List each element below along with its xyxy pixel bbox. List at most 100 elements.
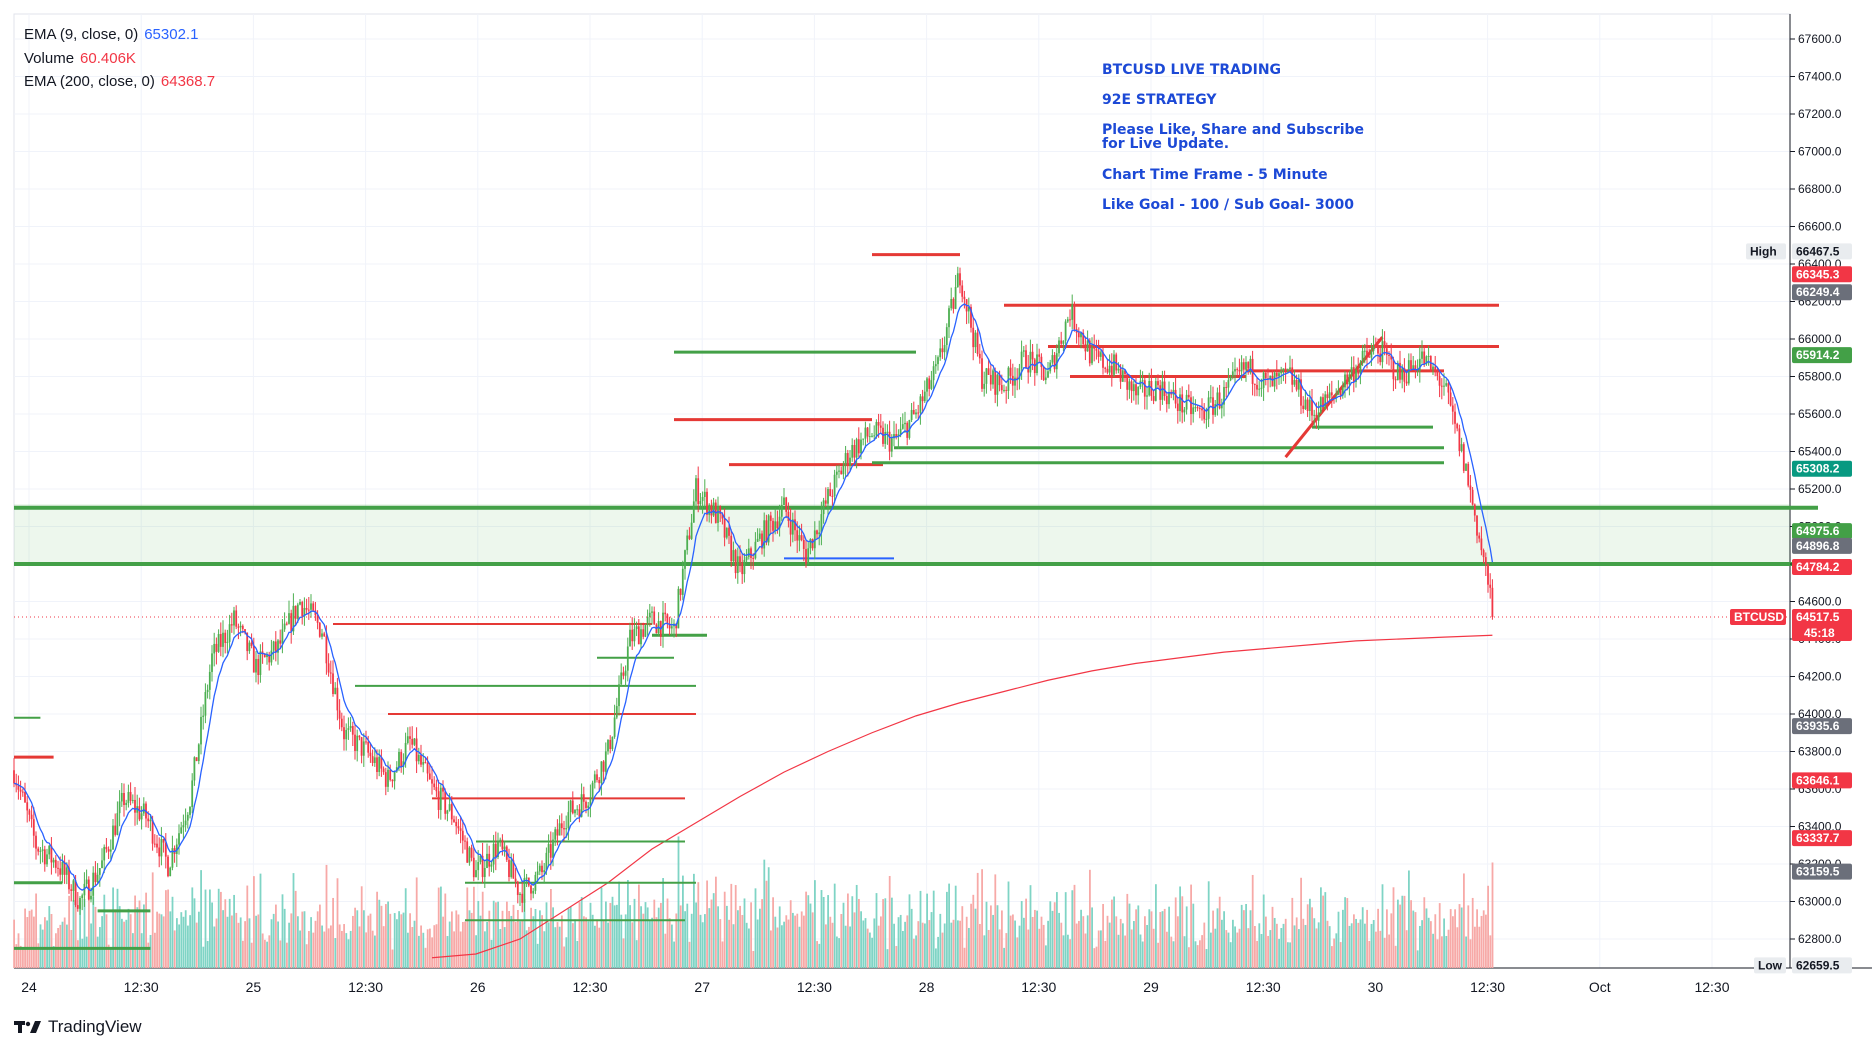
legend-ema200[interactable]: EMA (200, close, 0) 64368.7 — [24, 73, 215, 90]
candle-body — [1445, 383, 1448, 386]
price-tick-label: 66800.0 — [1798, 182, 1842, 196]
candle-body — [752, 557, 755, 559]
candle-body — [327, 663, 330, 673]
candle-body — [294, 605, 297, 619]
volume-bar — [829, 916, 832, 968]
candle-body — [1091, 347, 1093, 364]
volume-bar — [1133, 921, 1135, 968]
candle-body — [646, 616, 649, 626]
volume-bar — [807, 895, 810, 968]
candle-body — [1014, 377, 1016, 386]
candle-body — [897, 434, 900, 437]
candle-body — [1139, 380, 1142, 387]
price-tick-label: 67400.0 — [1798, 70, 1842, 84]
volume-bar — [360, 886, 363, 968]
volume-bar — [1306, 904, 1309, 968]
volume-bar — [143, 904, 145, 968]
volume-bar — [1368, 940, 1371, 968]
candle-body — [1249, 358, 1252, 369]
candle-body — [1315, 414, 1318, 421]
candle-body — [222, 632, 224, 647]
candle-body — [455, 821, 458, 827]
volume-bar — [160, 914, 163, 968]
volume-bar — [1097, 930, 1100, 968]
volume-bar — [1260, 934, 1263, 968]
candle-body — [598, 779, 601, 784]
volume-bar — [1047, 920, 1049, 968]
candle-body — [250, 642, 253, 647]
candle-body — [230, 624, 233, 626]
candle-body — [1480, 538, 1483, 551]
volume-bar — [88, 884, 90, 968]
volume-bar — [1326, 920, 1329, 968]
volume-bar — [726, 905, 728, 968]
candle-body — [1029, 351, 1032, 373]
volume-bar — [543, 931, 546, 968]
volume-bar — [605, 901, 607, 968]
legend-ema200-label: EMA (200, close, 0) — [24, 73, 155, 90]
volume-bar — [1350, 923, 1353, 968]
candle-body — [202, 715, 205, 717]
tradingview-brand[interactable]: TradingView — [14, 1017, 142, 1037]
volume-bar — [965, 916, 968, 968]
candle-body — [970, 306, 972, 328]
volume-bar — [209, 889, 211, 968]
volume-bar — [974, 908, 977, 968]
candle-body — [79, 898, 81, 909]
volume-bar — [451, 911, 453, 968]
volume-bar — [1432, 933, 1434, 968]
volume-bar — [585, 917, 587, 968]
volume-bar — [19, 945, 22, 968]
candle-body — [862, 438, 865, 440]
volume-bar — [96, 936, 99, 968]
candle-body — [686, 535, 689, 551]
volume-bar — [655, 917, 658, 968]
price-tick-label: 65400.0 — [1798, 445, 1842, 459]
candle-body — [237, 626, 240, 628]
volume-bar — [715, 876, 717, 968]
volume-bar — [1278, 938, 1280, 968]
candle-body — [805, 548, 807, 564]
candle-body — [589, 797, 592, 806]
legend-ema9[interactable]: EMA (9, close, 0) 65302.1 — [24, 26, 198, 43]
candle-body — [59, 868, 62, 875]
candle-body — [26, 802, 29, 811]
volume-bar — [952, 919, 955, 968]
candle-body — [554, 829, 557, 840]
candle-body — [208, 671, 211, 690]
candle-body — [549, 844, 552, 858]
legend-volume[interactable]: Volume 60.406K — [24, 50, 136, 67]
volume-bar — [897, 917, 900, 968]
candle-body — [373, 757, 376, 763]
volume-bar — [1430, 921, 1432, 968]
candle-body — [585, 801, 587, 808]
volume-bar — [1408, 870, 1410, 968]
candle-body — [545, 852, 548, 871]
volume-bar — [792, 912, 794, 968]
candle-body — [492, 843, 495, 865]
candle-body — [1157, 381, 1159, 386]
volume-bar — [1086, 915, 1089, 968]
volume-bar — [1064, 892, 1067, 968]
candle-body — [107, 849, 110, 852]
volume-bar — [796, 913, 799, 968]
volume-bar — [198, 911, 200, 968]
volume-bar — [393, 913, 396, 968]
volume-bar — [809, 903, 812, 968]
candle-body — [1388, 354, 1390, 356]
candle-body — [1060, 340, 1063, 344]
volume-bar — [704, 914, 706, 968]
volume-bar — [787, 919, 790, 968]
volume-bar — [79, 900, 81, 968]
volume-bar — [1333, 938, 1335, 968]
candle-body — [378, 756, 381, 773]
candle-body — [840, 470, 843, 475]
candle-body — [301, 602, 304, 617]
candle-body — [822, 500, 825, 515]
candle-body — [1271, 375, 1274, 387]
candle-body — [1077, 332, 1080, 338]
volume-bar — [1016, 937, 1019, 968]
volume-bar — [552, 907, 554, 968]
candle-body — [670, 626, 673, 629]
